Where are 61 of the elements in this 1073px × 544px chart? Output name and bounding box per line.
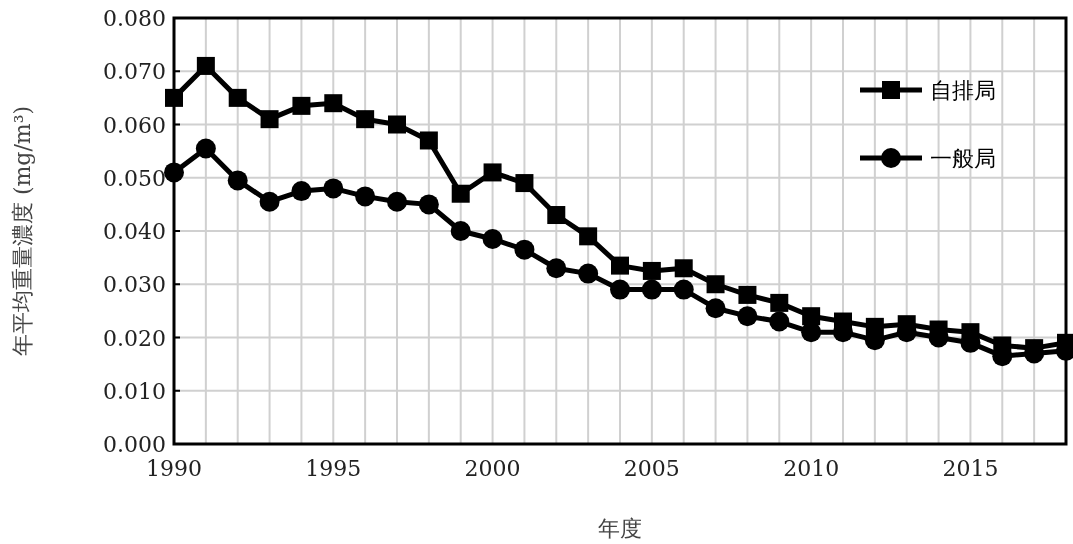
x-tick-label: 2010 xyxy=(783,456,840,481)
y-tick-label: 0.010 xyxy=(103,378,166,404)
point xyxy=(737,306,758,327)
y-tick-label: 0.070 xyxy=(103,59,166,85)
x-tick-label: 2015 xyxy=(942,456,999,481)
point xyxy=(611,256,629,275)
point xyxy=(291,181,312,202)
y-tick-label: 0.030 xyxy=(103,272,166,298)
point xyxy=(260,110,279,129)
point xyxy=(673,279,694,300)
point xyxy=(769,311,790,332)
point xyxy=(227,170,248,191)
point xyxy=(451,184,470,203)
point xyxy=(579,227,598,246)
point xyxy=(387,191,407,212)
point xyxy=(165,88,183,107)
point xyxy=(610,279,630,300)
point xyxy=(259,191,280,212)
point xyxy=(228,88,247,107)
x-tick-label: 2005 xyxy=(623,456,680,481)
point xyxy=(770,293,789,312)
point xyxy=(578,263,599,284)
point xyxy=(418,194,439,215)
point xyxy=(546,258,567,279)
point xyxy=(642,261,661,280)
point xyxy=(355,186,376,207)
point xyxy=(292,96,311,115)
point xyxy=(706,275,725,294)
point xyxy=(674,259,693,278)
point xyxy=(324,94,343,113)
point xyxy=(388,115,406,134)
point xyxy=(483,163,502,182)
point xyxy=(515,174,534,193)
legend-label: 一般局 xyxy=(930,146,996,171)
point xyxy=(323,178,344,199)
point xyxy=(356,110,375,129)
point xyxy=(801,322,822,343)
x-tick-label: 2000 xyxy=(464,456,521,481)
point xyxy=(450,221,471,241)
y-tick-label: 0.050 xyxy=(103,165,166,191)
y-tick-label: 0.000 xyxy=(103,432,166,457)
x-tick-label: 1995 xyxy=(305,456,362,481)
point xyxy=(196,56,215,75)
y-tick-label: 0.040 xyxy=(103,219,166,244)
legend-label: 自排局 xyxy=(930,78,996,103)
x-tick-label: 1990 xyxy=(146,456,202,481)
point xyxy=(738,285,757,304)
x-axis-title: 年度 xyxy=(598,516,642,541)
point xyxy=(164,162,184,183)
point xyxy=(802,307,821,326)
point xyxy=(547,206,566,225)
y-axis-title: 年平均重量濃度 (mg/m³) xyxy=(10,105,35,357)
point xyxy=(195,138,216,159)
y-tick-label: 0.020 xyxy=(103,325,166,351)
y-tick-label: 0.080 xyxy=(103,6,166,31)
point xyxy=(705,298,726,319)
point xyxy=(419,131,438,150)
point xyxy=(482,228,503,249)
y-tick-label: 0.060 xyxy=(103,112,166,138)
point xyxy=(514,239,535,260)
point xyxy=(641,279,662,300)
